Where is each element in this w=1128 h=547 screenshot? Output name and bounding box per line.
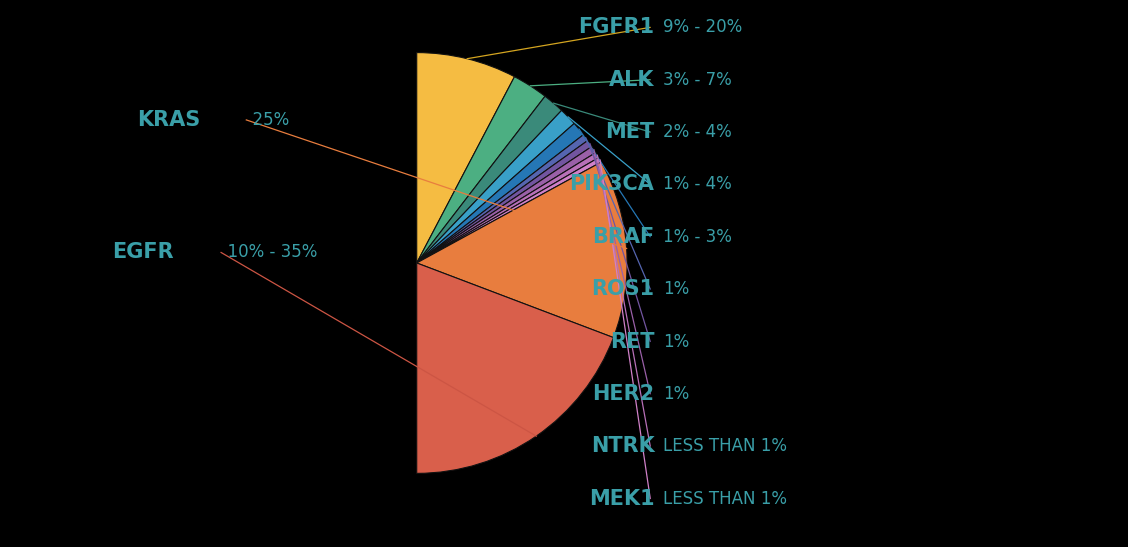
Text: 3% - 7%: 3% - 7% <box>663 71 732 89</box>
Text: RET: RET <box>610 331 654 352</box>
Text: 1%: 1% <box>663 385 689 403</box>
Wedge shape <box>416 141 592 263</box>
Wedge shape <box>416 53 514 263</box>
Wedge shape <box>416 96 562 263</box>
Text: MET: MET <box>606 122 654 142</box>
Text: 1%: 1% <box>663 333 689 351</box>
Text: 10% - 35%: 10% - 35% <box>217 243 317 261</box>
Wedge shape <box>416 147 596 263</box>
Text: 25%: 25% <box>243 111 290 129</box>
Text: 9% - 20%: 9% - 20% <box>663 19 742 36</box>
Text: EGFR: EGFR <box>112 242 174 263</box>
Text: ALK: ALK <box>609 69 654 90</box>
Text: ROS1: ROS1 <box>591 279 654 299</box>
Text: FGFR1: FGFR1 <box>579 18 654 37</box>
Text: 2% - 4%: 2% - 4% <box>663 123 732 141</box>
Text: KRAS: KRAS <box>136 110 200 130</box>
Wedge shape <box>416 77 545 263</box>
Text: NTRK: NTRK <box>591 437 654 456</box>
Wedge shape <box>416 158 601 263</box>
Wedge shape <box>416 135 588 263</box>
Text: BRAF: BRAF <box>592 227 654 247</box>
Text: 1% - 3%: 1% - 3% <box>663 228 732 246</box>
Wedge shape <box>416 263 614 473</box>
Text: 1%: 1% <box>663 280 689 298</box>
Text: PIK3CA: PIK3CA <box>570 174 654 194</box>
Text: LESS THAN 1%: LESS THAN 1% <box>663 490 787 508</box>
Wedge shape <box>416 162 627 337</box>
Text: HER2: HER2 <box>592 384 654 404</box>
Wedge shape <box>416 153 599 263</box>
Wedge shape <box>416 110 574 263</box>
Text: MEK1: MEK1 <box>589 488 654 509</box>
Text: 1% - 4%: 1% - 4% <box>663 176 732 194</box>
Text: LESS THAN 1%: LESS THAN 1% <box>663 437 787 455</box>
Wedge shape <box>416 124 583 263</box>
